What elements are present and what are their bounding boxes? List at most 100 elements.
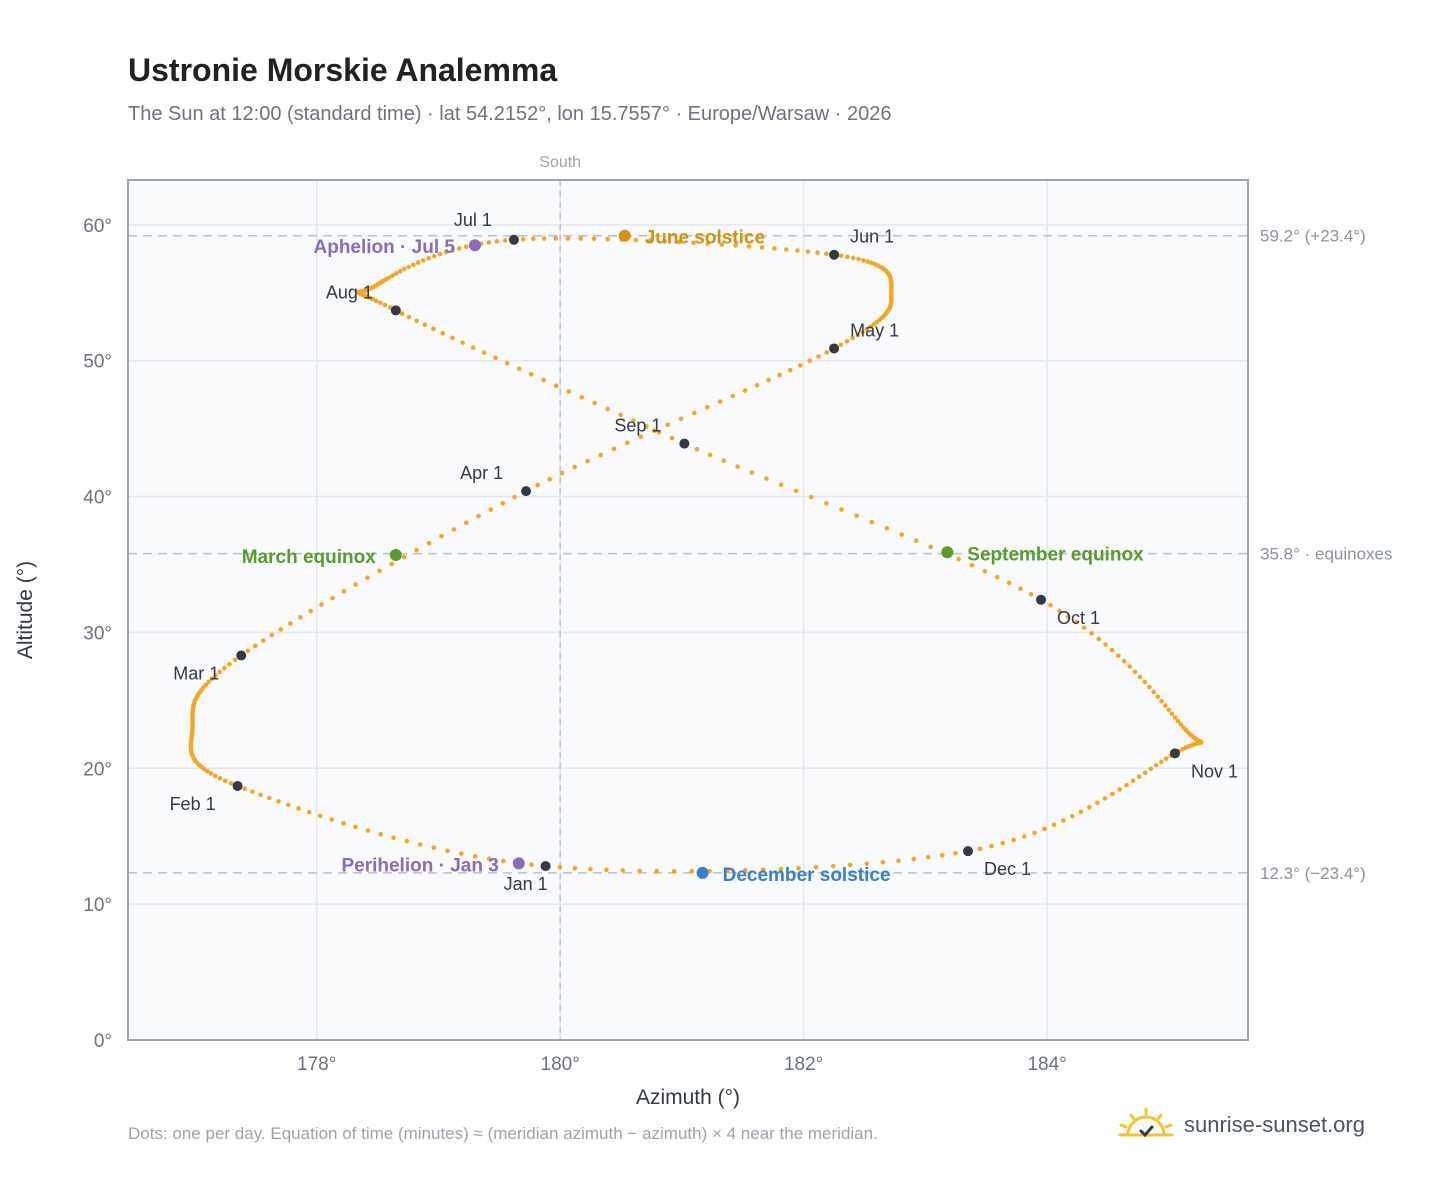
day-dot <box>1175 718 1181 724</box>
day-dot <box>830 863 836 869</box>
day-dot <box>860 329 865 335</box>
day-dot <box>807 358 813 364</box>
day-dot <box>529 862 534 867</box>
day-dot <box>1121 658 1127 664</box>
day-dot <box>1109 647 1115 653</box>
day-dot <box>850 255 856 261</box>
y-tick-label: 10° <box>83 895 112 916</box>
day-dot <box>378 831 383 837</box>
day-dot <box>565 236 571 241</box>
day-dot <box>1065 614 1071 619</box>
day-dot <box>1110 791 1115 797</box>
day-dot <box>795 248 800 253</box>
reference-label: 12.3° (−23.4°) <box>1260 864 1366 883</box>
day-dot <box>1028 591 1034 597</box>
event-label: March equinox <box>242 547 377 568</box>
day-dot <box>516 366 522 372</box>
day-dot <box>308 608 313 614</box>
brand[interactable]: sunrise-sunset.org <box>1118 1100 1365 1150</box>
day-dot <box>217 669 223 675</box>
day-dot <box>1051 822 1057 828</box>
day-dot <box>278 627 284 632</box>
day-dot <box>445 848 450 854</box>
day-dot <box>458 851 464 856</box>
month-label: Feb 1 <box>170 794 216 814</box>
day-dot <box>439 533 444 539</box>
day-dot <box>956 556 961 562</box>
day-dot <box>778 866 784 872</box>
day-dot <box>884 525 890 531</box>
day-dot <box>1151 689 1157 695</box>
day-dot <box>298 615 303 620</box>
day-dot <box>431 253 437 259</box>
day-dot <box>1102 796 1108 801</box>
day-dot <box>865 259 870 264</box>
day-dot <box>847 862 853 868</box>
day-dot <box>926 854 931 860</box>
day-dot <box>414 318 419 324</box>
day-dot <box>553 236 559 241</box>
day-dot <box>451 527 457 532</box>
day-dot <box>721 458 726 464</box>
month-marker <box>679 438 690 449</box>
day-dot <box>269 632 275 638</box>
month-marker <box>508 234 519 245</box>
month-marker <box>236 650 247 661</box>
day-dot <box>460 340 465 345</box>
day-dot <box>500 501 506 506</box>
day-dot <box>633 237 639 243</box>
day-dot <box>288 621 293 626</box>
day-dot <box>669 435 675 441</box>
sun-logo-icon <box>1118 1107 1174 1138</box>
month-markers: Jan 1 Feb 1 Mar 1 Apr 1 May 1 Jun 1 Jul 1 Aug 1… <box>170 210 1238 894</box>
day-dot <box>730 393 736 399</box>
day-dot <box>406 264 411 270</box>
day-dot <box>777 372 782 378</box>
day-dot <box>390 273 395 278</box>
month-marker <box>390 305 401 316</box>
day-dot <box>286 802 291 808</box>
day-dot <box>512 494 517 500</box>
day-dot <box>746 244 752 249</box>
day-dot <box>401 554 407 560</box>
day-dot <box>450 247 455 253</box>
day-dot <box>382 302 388 308</box>
day-dot <box>253 643 258 649</box>
day-dot <box>805 249 811 254</box>
day-dot <box>815 250 820 255</box>
day-dot <box>759 245 765 250</box>
footnote: Dots: one per day. Equation of time (min… <box>128 1124 878 1143</box>
day-dot <box>1180 746 1185 752</box>
day-dot <box>213 673 218 678</box>
day-dot <box>406 314 412 320</box>
day-dot <box>547 476 553 482</box>
day-dot <box>637 868 642 874</box>
day-dot <box>1018 586 1023 591</box>
day-dot <box>1163 703 1168 708</box>
day-dot <box>707 452 713 458</box>
day-dot <box>319 602 324 607</box>
day-dot <box>618 412 623 418</box>
day-dot <box>838 253 844 259</box>
month-label: Jun 1 <box>850 227 894 247</box>
day-dot <box>864 327 870 332</box>
day-dot <box>1011 837 1016 843</box>
day-dot <box>365 575 370 581</box>
day-dot <box>665 422 671 428</box>
day-dot <box>566 389 572 394</box>
day-dot <box>662 238 667 244</box>
day-dot <box>353 582 358 587</box>
day-dot <box>953 850 958 856</box>
reference-lines: South 59.2° (+23.4°) 35.8° · equinoxes 12.3… <box>128 154 1393 1040</box>
day-dot <box>982 568 988 574</box>
day-dot <box>431 326 436 332</box>
day-dot <box>422 322 428 327</box>
event-label: Aphelion · Jul 5 <box>314 237 456 258</box>
month-label: Apr 1 <box>460 463 503 483</box>
day-dot <box>705 241 711 246</box>
day-dot <box>222 778 228 784</box>
event-label: September equinox <box>967 544 1144 565</box>
day-dot <box>420 258 426 263</box>
day-dot <box>488 507 494 512</box>
day-dot <box>1166 707 1172 713</box>
